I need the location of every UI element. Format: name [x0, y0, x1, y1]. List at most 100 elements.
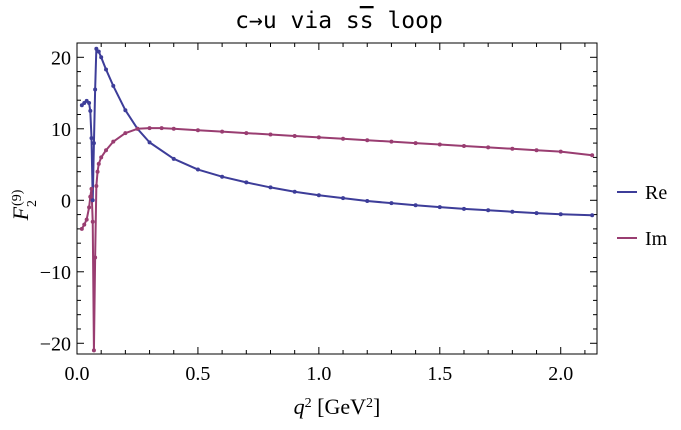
data-point-im	[220, 129, 225, 134]
data-point-re	[90, 198, 95, 203]
data-point-re	[534, 211, 539, 216]
series-points	[79, 46, 595, 353]
data-point-im	[93, 255, 98, 260]
y-axis-label: F2(9)	[8, 189, 40, 221]
x-tick-label: 0.0	[65, 363, 90, 385]
data-point-re	[88, 108, 93, 113]
x-axis-label-unit: [GeV	[312, 394, 366, 419]
legend-label-re: Re	[645, 182, 667, 204]
data-point-re	[171, 156, 176, 161]
x-axis-label-close: ]	[373, 394, 380, 419]
data-point-im	[96, 161, 101, 166]
plot-frame	[76, 42, 598, 355]
data-point-im	[99, 155, 104, 160]
data-point-im	[244, 131, 249, 136]
data-point-im	[82, 222, 87, 227]
data-point-im	[95, 169, 100, 174]
data-point-im	[91, 348, 96, 353]
data-point-re	[365, 199, 370, 204]
data-point-re	[316, 193, 321, 198]
series-lines	[80, 47, 593, 352]
data-point-im	[89, 186, 94, 191]
data-point-re	[91, 141, 96, 146]
chart-title: c→u via ss loop	[235, 8, 443, 34]
data-point-re	[104, 67, 109, 72]
data-point-im	[94, 183, 99, 188]
data-point-im	[195, 128, 200, 133]
data-point-re	[292, 189, 297, 194]
data-point-im	[147, 126, 152, 131]
data-point-im	[90, 219, 95, 224]
y-axis-label-subscript: 2	[25, 200, 40, 207]
data-point-im	[461, 143, 466, 148]
data-point-im	[111, 139, 116, 144]
x-tick-labels: 0.0 0.5 1.0 1.5 2.0	[65, 363, 574, 385]
data-point-re	[89, 136, 94, 141]
chart-title-main: c→u via s	[235, 8, 360, 34]
data-point-re	[389, 201, 394, 206]
data-point-re	[437, 205, 442, 210]
data-point-im	[79, 226, 84, 231]
x-tick-label: 0.5	[185, 363, 210, 385]
data-point-re	[558, 212, 563, 217]
data-point-im	[437, 142, 442, 147]
data-point-re	[510, 209, 515, 214]
y-tick-label: 0	[61, 190, 71, 212]
y-tick-label: 10	[51, 119, 71, 141]
series-line-re	[81, 47, 593, 217]
data-point-re	[413, 203, 418, 208]
data-point-re	[486, 208, 491, 213]
data-point-im	[87, 205, 92, 210]
data-point-im	[316, 135, 321, 140]
data-point-im	[389, 139, 394, 144]
data-point-re	[94, 46, 99, 51]
data-point-im	[135, 126, 140, 131]
x-axis-label: q2 [GeV2]	[294, 394, 381, 419]
data-point-re	[341, 196, 346, 201]
data-point-im	[534, 148, 539, 153]
y-axis-label-superscript: (9)	[10, 189, 25, 206]
x-axis-label-symbol: q	[294, 394, 305, 419]
data-point-im	[486, 145, 491, 150]
data-point-im	[88, 194, 93, 199]
series-line-im	[80, 127, 593, 352]
data-point-im	[365, 138, 370, 143]
data-point-im	[558, 149, 563, 154]
data-point-im	[171, 126, 176, 131]
data-point-re	[123, 108, 128, 113]
y-tick-labels: −20 −10 0 10 20	[40, 47, 71, 355]
x-axis-label-power: 2	[305, 396, 312, 411]
data-point-re	[147, 140, 152, 145]
data-point-re	[590, 213, 595, 218]
data-point-re	[268, 185, 273, 190]
data-point-im	[123, 131, 128, 136]
data-point-im	[159, 126, 164, 131]
data-point-re	[96, 49, 101, 54]
data-point-re	[93, 87, 98, 92]
data-point-im	[590, 153, 595, 158]
y-tick-label: 20	[51, 47, 71, 69]
x-tick-label: 1.5	[427, 363, 452, 385]
legend-label-im: Im	[645, 228, 668, 250]
legend: Re Im	[617, 182, 668, 250]
data-point-re	[195, 167, 200, 172]
data-point-im	[510, 146, 515, 151]
data-point-re	[87, 101, 92, 106]
data-point-im	[268, 132, 273, 137]
data-point-im	[84, 217, 89, 222]
x-tick-label: 2.0	[548, 363, 573, 385]
x-axis-label-unit-power: 2	[366, 396, 373, 411]
data-point-re	[461, 206, 466, 211]
chart-title-tail: loop	[374, 8, 443, 34]
y-axis-label-symbol: F	[8, 206, 33, 221]
data-point-re	[244, 180, 249, 185]
chart-title-overline-letter: s	[360, 8, 374, 34]
data-point-re	[220, 174, 225, 179]
data-point-re	[99, 55, 104, 60]
y-tick-label: −10	[40, 262, 71, 284]
data-point-im	[104, 148, 109, 153]
data-point-im	[292, 133, 297, 138]
data-point-im	[341, 136, 346, 141]
data-point-im	[413, 141, 418, 146]
